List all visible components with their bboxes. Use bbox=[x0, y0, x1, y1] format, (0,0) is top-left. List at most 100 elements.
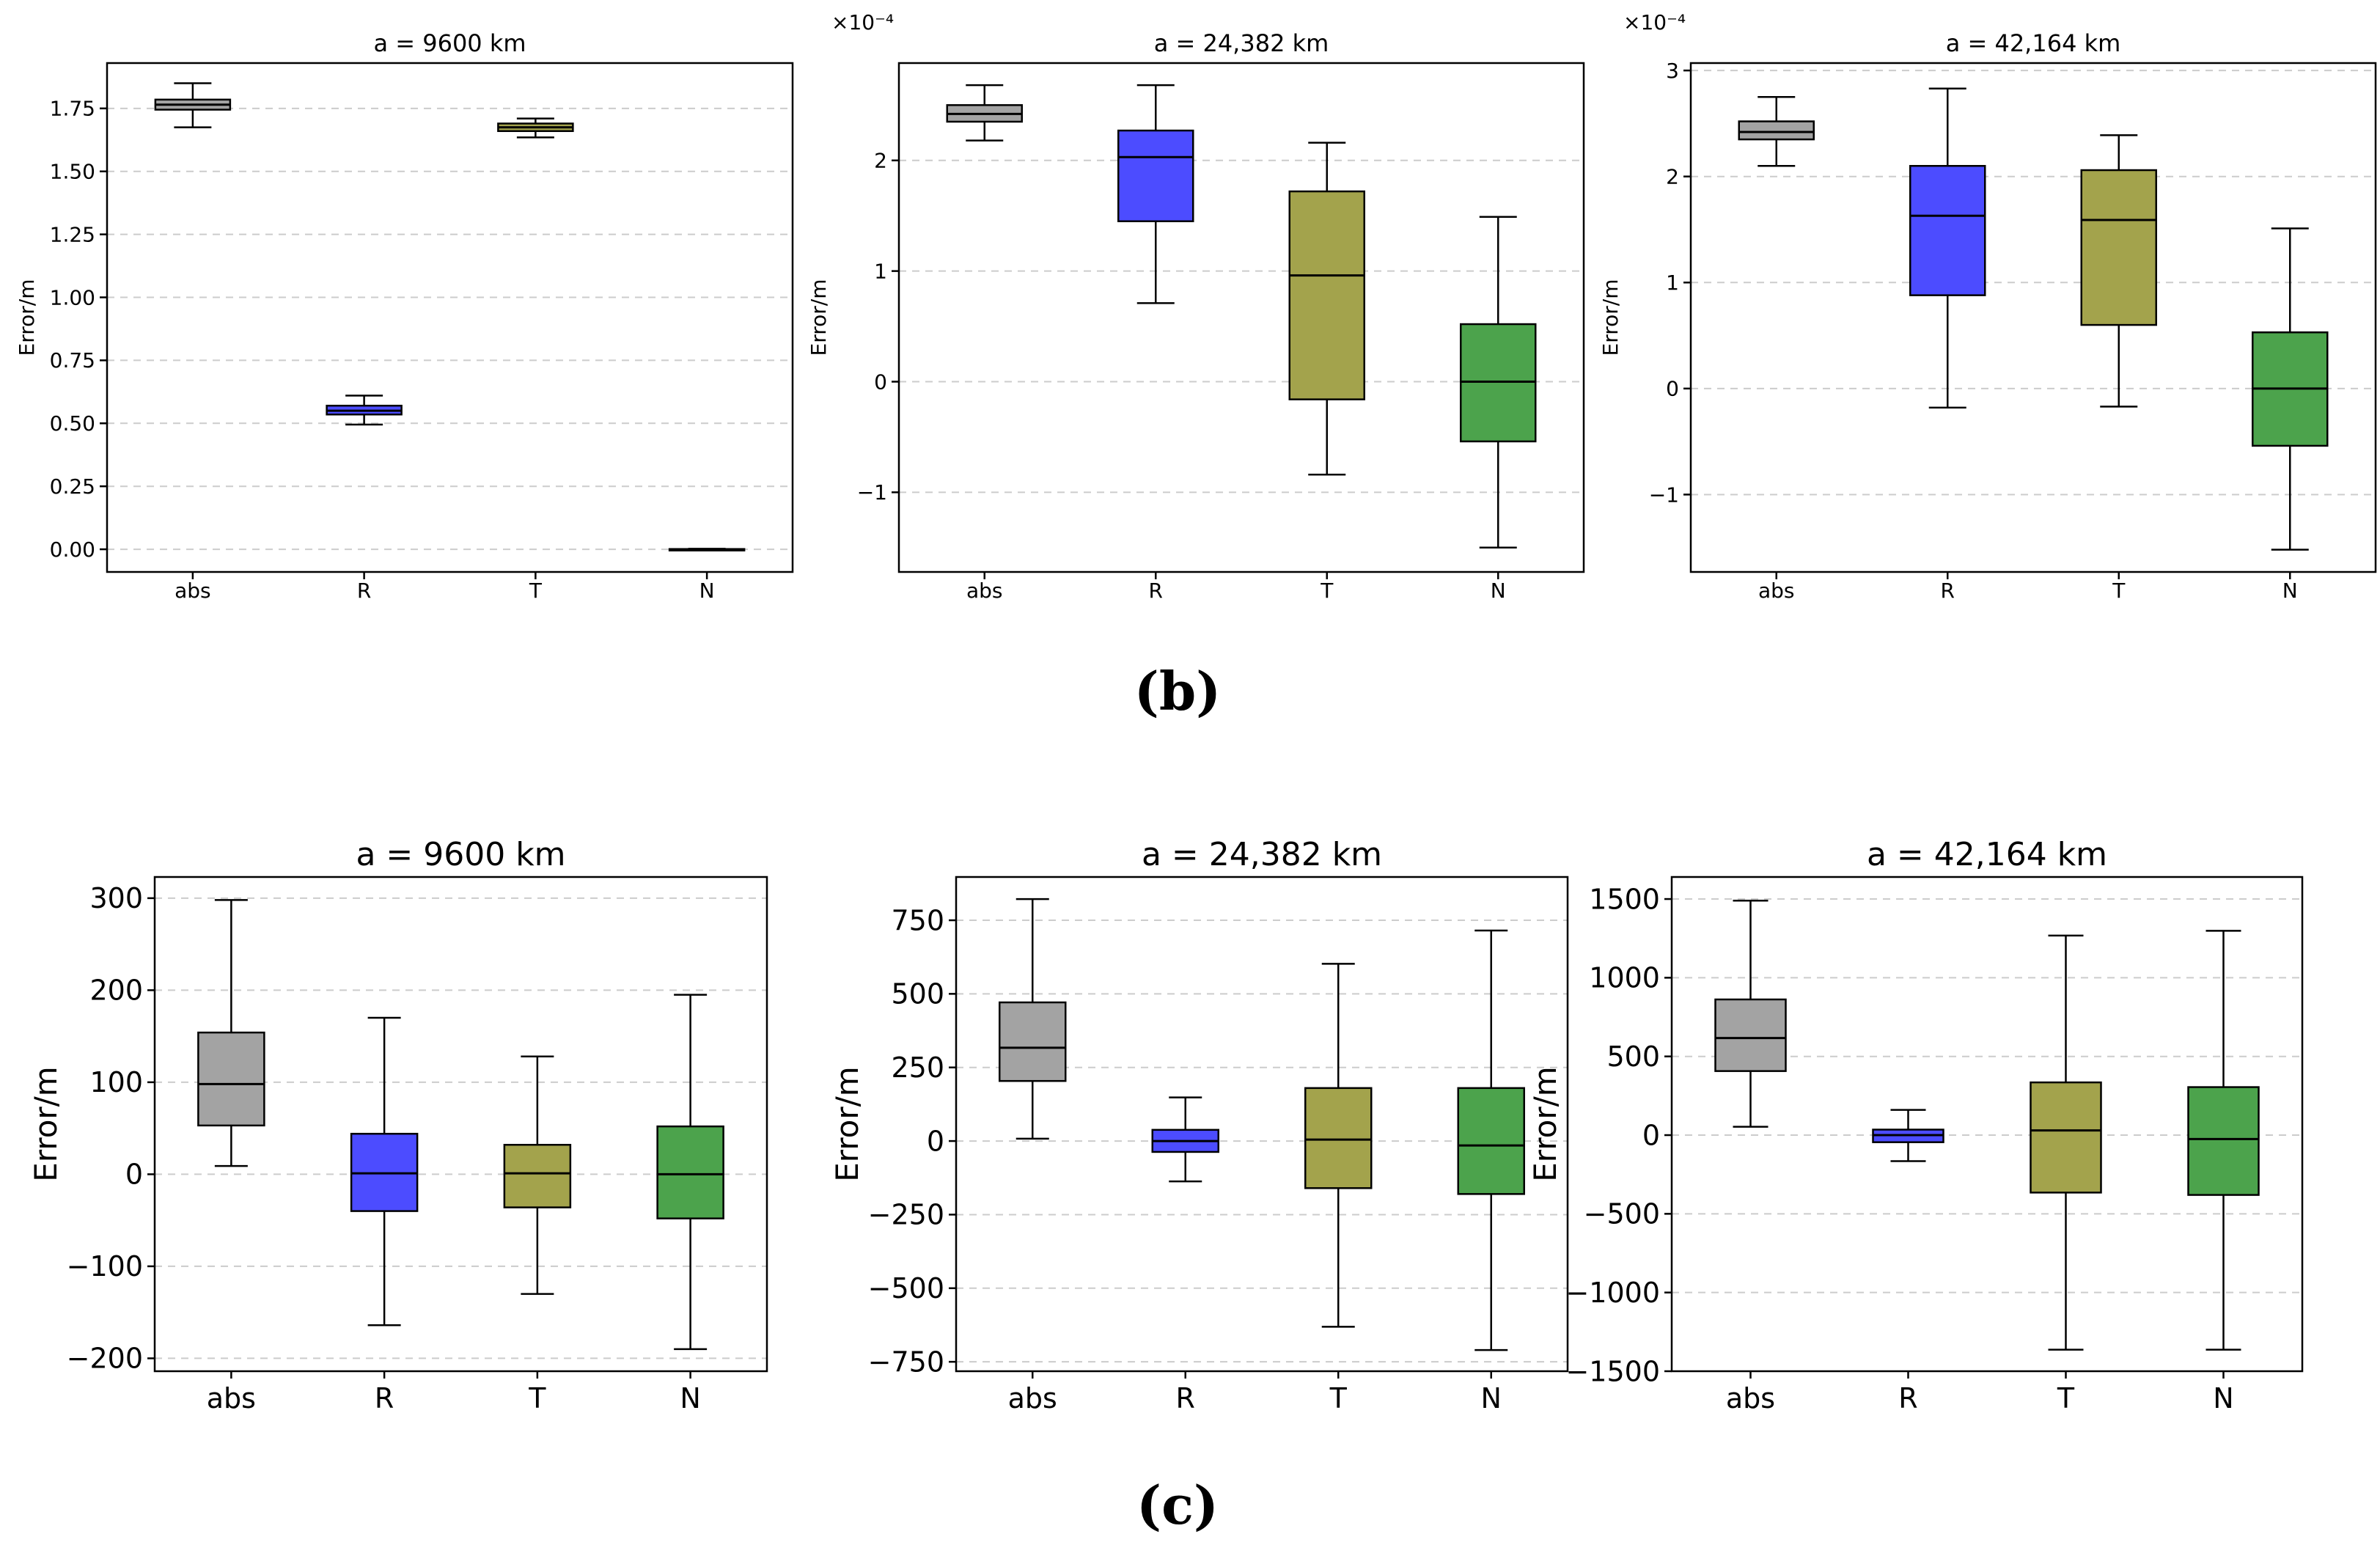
chart6-ytick-label: −500 bbox=[1584, 1198, 1660, 1230]
chart2-ylabel: Error/m bbox=[807, 279, 831, 356]
chart5-box-N bbox=[1457, 1087, 1525, 1195]
chart6-category-label: abs bbox=[1726, 1382, 1775, 1414]
chart1-ytick-label: 1.25 bbox=[50, 222, 95, 246]
chart1-ytick-label: 0.50 bbox=[50, 411, 95, 436]
chart5-ytick-label: 750 bbox=[891, 904, 944, 936]
chart5-ytick-label: 0 bbox=[927, 1125, 944, 1157]
chart3-category-label: R bbox=[1941, 579, 1955, 603]
chart5-ytick-label: −750 bbox=[868, 1346, 944, 1378]
chart4-axes-frame bbox=[153, 876, 768, 1373]
chart3-title: a = 42,164 km bbox=[1946, 29, 2121, 57]
chart2-box-T bbox=[1288, 190, 1365, 400]
panel-label-b: (b) bbox=[1134, 660, 1222, 722]
chart5-box-T bbox=[1304, 1087, 1373, 1189]
chart4-category-label: R bbox=[375, 1382, 394, 1414]
chart1-category-label: N bbox=[699, 579, 715, 603]
chart5-ytick-label: 500 bbox=[891, 978, 944, 1010]
chart3-axes-frame bbox=[1689, 62, 2377, 573]
chart2-ytick-label: 0 bbox=[874, 370, 887, 394]
chart1-ytick-label: 1.75 bbox=[50, 97, 95, 121]
chart2-category-label: R bbox=[1149, 579, 1163, 603]
chart3-multiplier: ×10⁻⁴ bbox=[1623, 10, 1686, 34]
chart2-ytick-label: −1 bbox=[857, 480, 887, 504]
chart5-ytick-label: 250 bbox=[891, 1052, 944, 1084]
chart4-category-label: T bbox=[528, 1382, 546, 1414]
chart2-box-R bbox=[1117, 129, 1194, 222]
chart4-ytick-label: 100 bbox=[89, 1066, 143, 1098]
chart1-category-label: T bbox=[529, 579, 543, 603]
chart2-ytick-label: 1 bbox=[874, 259, 887, 283]
chart6-title: a = 42,164 km bbox=[1867, 836, 2107, 873]
chart2-axes-frame bbox=[897, 62, 1585, 573]
chart1-category-label: R bbox=[357, 579, 371, 603]
chart2-category-label: N bbox=[1491, 579, 1506, 603]
chart4-title: a = 9600 km bbox=[356, 836, 565, 873]
chart3-box-T bbox=[2080, 169, 2157, 326]
chart4-ytick-label: 300 bbox=[89, 882, 143, 914]
chart3-category-label: T bbox=[2112, 579, 2126, 603]
chart4-box-T bbox=[503, 1143, 572, 1208]
panel-label-c: (c) bbox=[1136, 1474, 1219, 1536]
chart6-box-abs bbox=[1714, 998, 1787, 1072]
chart3-box-abs bbox=[1738, 120, 1815, 141]
chart3-ytick-label: 3 bbox=[1666, 59, 1679, 83]
chart3-ylabel: Error/m bbox=[1598, 279, 1623, 356]
chart4-box-N bbox=[656, 1125, 724, 1219]
chart6-box-N bbox=[2187, 1086, 2260, 1196]
chart4-ytick-label: −100 bbox=[67, 1250, 143, 1282]
chart1-title: a = 9600 km bbox=[373, 29, 526, 57]
chart3-ytick-label: 1 bbox=[1666, 271, 1679, 295]
chart3-category-label: abs bbox=[1758, 579, 1795, 603]
chart4-ytick-label: −200 bbox=[67, 1343, 143, 1375]
chart4-ytick-label: 0 bbox=[125, 1159, 143, 1191]
chart6-axes-frame bbox=[1670, 876, 2304, 1373]
chart6-ytick-label: −1000 bbox=[1565, 1277, 1660, 1309]
chart6-ytick-label: 1000 bbox=[1589, 962, 1660, 994]
chart6-category-label: N bbox=[2213, 1382, 2233, 1414]
chart5-title: a = 24,382 km bbox=[1142, 836, 1382, 873]
chart1-ytick-label: 0.75 bbox=[50, 348, 95, 373]
chart2-ytick-label: 2 bbox=[874, 149, 887, 173]
chart4-category-label: N bbox=[680, 1382, 700, 1414]
chart4-category-label: abs bbox=[207, 1382, 256, 1414]
chart5-ylabel: Error/m bbox=[829, 1066, 865, 1181]
chart3-ytick-label: −1 bbox=[1649, 482, 1679, 507]
chart6-ytick-label: 0 bbox=[1642, 1119, 1660, 1151]
chart1-ylabel: Error/m bbox=[15, 279, 39, 356]
chart1-ytick-label: 0.25 bbox=[50, 474, 95, 499]
chart1-ytick-label: 0.00 bbox=[50, 537, 95, 562]
chart5-ytick-label: −250 bbox=[868, 1199, 944, 1231]
chart5-category-label: abs bbox=[1008, 1382, 1057, 1414]
chart3-ytick-label: 0 bbox=[1666, 377, 1679, 401]
chart3-category-label: N bbox=[2282, 579, 2298, 603]
chart4-ytick-label: 200 bbox=[89, 975, 143, 1007]
chart6-ylabel: Error/m bbox=[1527, 1066, 1563, 1181]
chart4-ylabel: Error/m bbox=[28, 1066, 64, 1181]
chart1-ytick-label: 1.50 bbox=[50, 160, 95, 184]
chart6-ytick-label: 1500 bbox=[1589, 883, 1660, 915]
chart4-box-abs bbox=[197, 1031, 265, 1127]
chart2-title: a = 24,382 km bbox=[1154, 29, 1329, 57]
chart6-ytick-label: −1500 bbox=[1565, 1355, 1660, 1387]
chart1-category-label: abs bbox=[175, 579, 211, 603]
chart1-ytick-label: 1.00 bbox=[50, 285, 95, 309]
chart2-category-label: abs bbox=[966, 579, 1003, 603]
chart2-category-label: T bbox=[1320, 579, 1334, 603]
chart3-ytick-label: 2 bbox=[1666, 165, 1679, 189]
chart2-box-N bbox=[1460, 323, 1537, 443]
chart5-ytick-label: −500 bbox=[868, 1272, 944, 1304]
chart6-box-T bbox=[2030, 1081, 2102, 1194]
chart5-category-label: N bbox=[1481, 1382, 1502, 1414]
chart6-category-label: R bbox=[1898, 1382, 1917, 1414]
chart6-ytick-label: 500 bbox=[1606, 1041, 1660, 1073]
chart3-box-R bbox=[1909, 164, 1986, 296]
chart2-multiplier: ×10⁻⁴ bbox=[831, 10, 894, 34]
chart6-category-label: T bbox=[2057, 1382, 2075, 1414]
chart5-category-label: T bbox=[1329, 1382, 1348, 1414]
chart5-box-abs bbox=[999, 1001, 1067, 1082]
chart1-axes-frame bbox=[106, 62, 794, 573]
chart5-category-label: R bbox=[1176, 1382, 1195, 1414]
chart5-axes-frame bbox=[955, 876, 1569, 1373]
